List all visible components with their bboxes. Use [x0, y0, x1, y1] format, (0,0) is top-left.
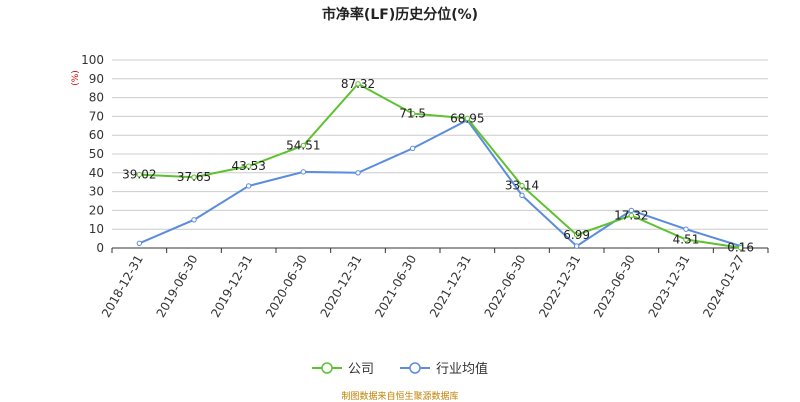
data-label: 0.16 [727, 241, 754, 255]
data-point-industry[interactable] [245, 183, 252, 189]
x-tick-label: 2022-12-31 [536, 253, 583, 320]
x-tick-label: 2023-06-30 [591, 253, 638, 320]
data-point-company[interactable] [573, 232, 580, 238]
y-tick-label: 30 [89, 185, 104, 199]
x-tick-label: 2020-06-30 [263, 253, 310, 320]
y-tick-label: 90 [89, 72, 104, 86]
data-point-industry[interactable] [355, 170, 361, 176]
data-point-industry[interactable] [628, 207, 635, 214]
data-point-company[interactable] [409, 110, 416, 117]
data-point-industry[interactable] [573, 243, 580, 249]
legend-label-industry: 行业均值 [436, 362, 489, 377]
data-point-company[interactable] [191, 174, 197, 180]
data-point-company[interactable] [737, 244, 744, 251]
data-labels: 39.02 37.65 43.53 54.51 87.32 71.5 68.95 33.14 6… [122, 77, 754, 255]
legend-company-marker-icon [311, 361, 342, 374]
legend-label-company: 公司 [347, 362, 374, 377]
data-point-industry[interactable] [519, 192, 525, 199]
y-tick-label: 50 [89, 147, 104, 161]
chart-title: 市净率(LF)历史分位(%) [321, 7, 479, 23]
data-label: 54.51 [286, 139, 320, 153]
y-tick-label: 80 [89, 91, 104, 105]
data-point-company[interactable] [136, 171, 143, 178]
data-label: 37.65 [177, 170, 211, 184]
legend-industry-marker-icon [400, 361, 430, 374]
data-point-company[interactable] [245, 163, 252, 169]
data-label: 33.14 [505, 179, 539, 193]
y-tick-label: 10 [89, 222, 104, 236]
data-label: 43.53 [231, 159, 265, 173]
data-label: 68.95 [450, 111, 484, 125]
data-point-company[interactable] [519, 182, 525, 189]
data-point-industry[interactable] [136, 240, 143, 247]
data-point-company[interactable] [355, 81, 361, 87]
data-label: 39.02 [122, 168, 156, 182]
x-tick-label: 2023-12-31 [646, 253, 693, 320]
x-tick-label: 2018-12-31 [99, 253, 146, 320]
x-tick-label: 2021-12-31 [427, 253, 474, 320]
series-group [136, 81, 744, 251]
series-line-company [139, 82, 741, 249]
grid-lines [112, 59, 768, 249]
x-tick-label: 2024-01-27 [700, 253, 747, 320]
y-tick-label: 20 [89, 203, 104, 217]
legend: 公司 行业均值 [0, 358, 800, 377]
legend-item-industry[interactable]: 行业均值 [400, 358, 488, 377]
x-tick-label: 2019-12-31 [208, 253, 255, 320]
data-label: 87.32 [341, 77, 375, 91]
x-tick-label: 2020-12-31 [318, 253, 365, 320]
data-point-industry[interactable] [191, 217, 197, 223]
y-tick-label: 40 [89, 166, 104, 180]
y-tick-label: 100 [81, 53, 104, 67]
y-tick-label: 70 [89, 109, 104, 123]
data-point-industry[interactable] [683, 226, 689, 232]
data-label: 17.32 [614, 208, 648, 222]
data-point-company[interactable] [300, 142, 307, 149]
x-tick-label: 2019-06-30 [154, 253, 201, 320]
x-tick-label: 2022-06-30 [482, 253, 529, 320]
data-point-company[interactable] [464, 115, 471, 122]
data-label: 6.99 [563, 228, 590, 242]
y-axis-ticks: 0 10 20 30 40 50 60 70 80 90 100 [81, 53, 104, 255]
data-label: 71.5 [399, 107, 426, 121]
data-label: 4.51 [673, 233, 700, 247]
data-point-company[interactable] [683, 236, 689, 243]
data-source-note: 制图数据来自恒生聚源数据库 [341, 392, 459, 402]
data-point-company[interactable] [628, 212, 635, 219]
legend-item-company[interactable]: 公司 [311, 358, 374, 377]
y-tick-label: 60 [89, 128, 104, 142]
y-tick-label: 0 [96, 241, 104, 255]
y-unit-label: (%) [71, 70, 81, 86]
data-point-industry[interactable] [300, 169, 307, 175]
data-point-industry[interactable] [409, 145, 416, 152]
series-line-industry [138, 118, 741, 248]
x-tick-label: 2021-06-30 [372, 253, 419, 320]
x-axis: 2018-12-31 2019-06-30 2019-12-31 2020-06-30… [99, 247, 769, 320]
